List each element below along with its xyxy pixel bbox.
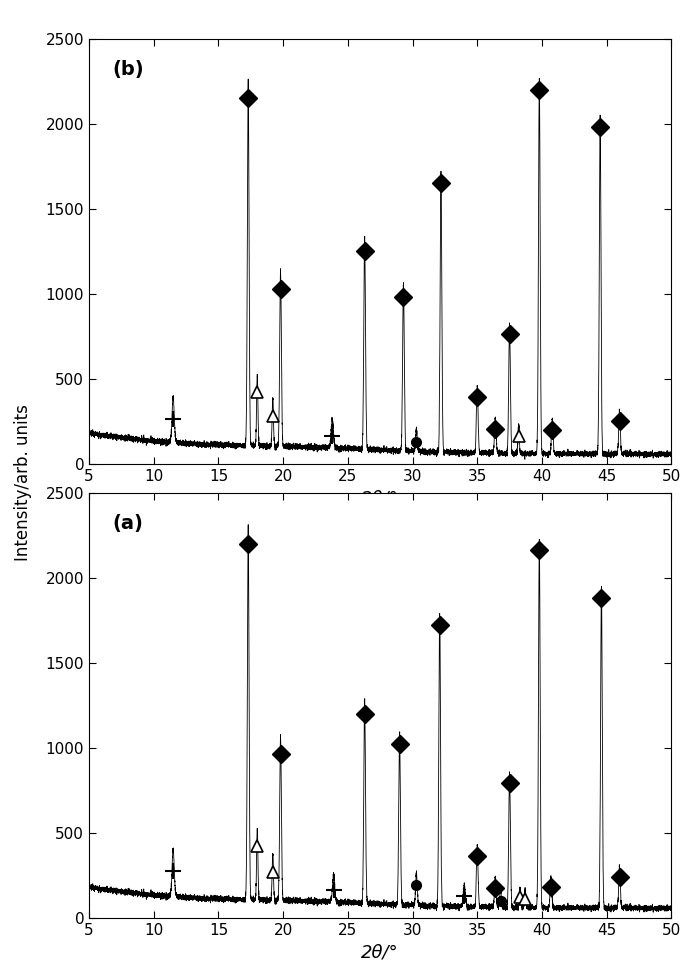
Text: (a): (a) <box>112 514 143 533</box>
X-axis label: 2θ/°: 2θ/° <box>362 489 399 507</box>
Text: (b): (b) <box>112 60 144 79</box>
X-axis label: 2θ/°: 2θ/° <box>362 943 399 961</box>
Text: Intensity/arb. units: Intensity/arb. units <box>14 405 32 561</box>
